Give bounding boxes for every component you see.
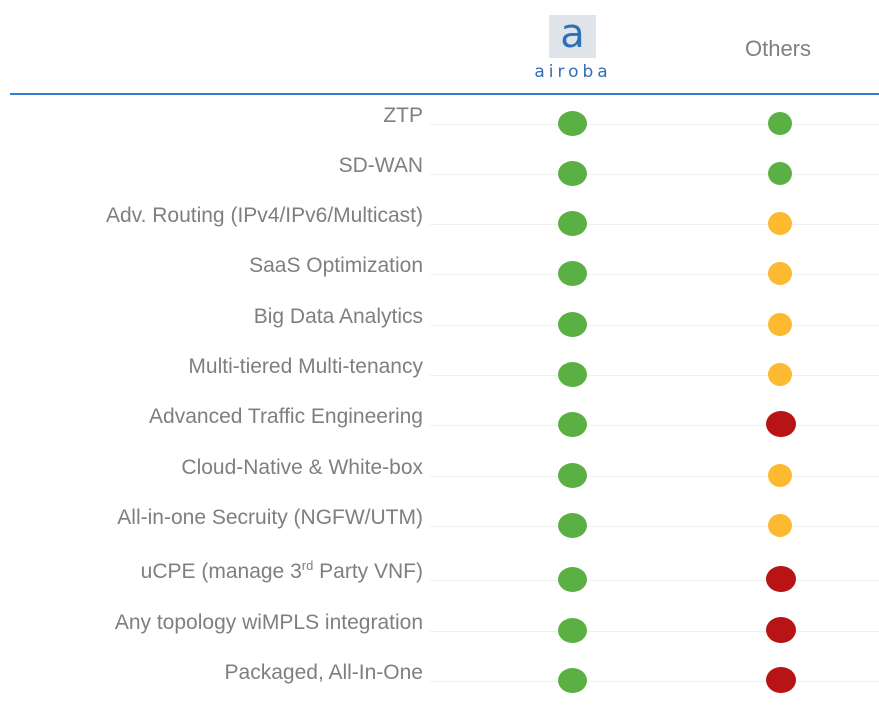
feature-row: SaaS Optimization — [0, 254, 879, 294]
feature-label: SaaS Optimization — [249, 254, 423, 277]
others-status-dot — [768, 162, 792, 185]
airoba-status-dot — [558, 567, 587, 592]
feature-row: uCPE (manage 3rd Party VNF) — [0, 558, 879, 600]
others-status-dot — [768, 313, 792, 336]
airoba-status-dot — [558, 618, 587, 643]
row-rule — [430, 580, 879, 581]
feature-label: Big Data Analytics — [253, 305, 423, 328]
others-status-dot — [766, 667, 796, 693]
airoba-status-dot — [558, 312, 587, 337]
airoba-logo-icon: a — [549, 10, 596, 58]
feature-row: SD-WAN — [0, 154, 879, 194]
row-rule — [430, 124, 879, 125]
feature-label: Any topology wiMPLS integration — [114, 611, 423, 634]
airoba-status-dot — [558, 111, 587, 136]
others-status-dot — [766, 566, 796, 592]
airoba-status-dot — [558, 362, 587, 387]
row-rule — [430, 375, 879, 376]
feature-label: Adv. Routing (IPv4/IPv6/Multicast) — [105, 204, 423, 227]
header-divider — [10, 93, 879, 95]
row-rule — [430, 681, 879, 682]
feature-row: Advanced Traffic Engineering — [0, 405, 879, 445]
feature-label: uCPE (manage 3rd Party VNF) — [140, 558, 423, 584]
feature-label: Packaged, All-In-One — [224, 661, 423, 684]
others-status-dot — [768, 514, 792, 537]
airoba-status-dot — [558, 513, 587, 538]
others-status-dot — [768, 212, 792, 235]
feature-row: Big Data Analytics — [0, 305, 879, 345]
feature-label: Advanced Traffic Engineering — [149, 405, 423, 428]
feature-row: All-in-one Secruity (NGFW/UTM) — [0, 506, 879, 546]
feature-label-part: Party VNF) — [313, 560, 423, 583]
feature-row: Packaged, All-In-One — [0, 661, 879, 701]
row-rule — [430, 174, 879, 175]
airoba-status-dot — [558, 412, 587, 437]
airoba-status-dot — [558, 668, 587, 693]
row-rule — [430, 274, 879, 275]
others-status-dot — [768, 262, 792, 285]
airoba-status-dot — [558, 161, 587, 186]
row-rule — [430, 224, 879, 225]
others-column-header: Others — [744, 36, 812, 61]
feature-row: ZTP — [0, 104, 879, 144]
feature-label: ZTP — [383, 104, 423, 127]
feature-row: Cloud-Native & White-box — [0, 456, 879, 496]
feature-label: Cloud-Native & White-box — [181, 456, 423, 479]
others-status-dot — [768, 464, 792, 487]
others-status-dot — [768, 363, 792, 386]
row-rule — [430, 526, 879, 527]
feature-row: Any topology wiMPLS integration — [0, 611, 879, 651]
others-status-dot — [766, 411, 796, 437]
others-status-dot — [768, 112, 792, 135]
row-rule — [430, 476, 879, 477]
airoba-status-dot — [558, 463, 587, 488]
logo-letter: a — [560, 10, 585, 57]
airoba-status-dot — [558, 211, 587, 236]
feature-label: All-in-one Secruity (NGFW/UTM) — [117, 506, 423, 529]
feature-label-part: uCPE (manage 3 — [140, 560, 302, 583]
airoba-status-dot — [558, 261, 587, 286]
row-rule — [430, 631, 879, 632]
logo-wordmark: airoba — [534, 62, 612, 82]
feature-row: Multi-tiered Multi-tenancy — [0, 355, 879, 395]
feature-label: Multi-tiered Multi-tenancy — [188, 355, 423, 378]
feature-row: Adv. Routing (IPv4/IPv6/Multicast) — [0, 204, 879, 244]
row-rule — [430, 325, 879, 326]
row-rule — [430, 425, 879, 426]
others-status-dot — [766, 617, 796, 643]
feature-label: SD-WAN — [338, 154, 423, 177]
feature-label-superscript: rd — [301, 558, 314, 573]
